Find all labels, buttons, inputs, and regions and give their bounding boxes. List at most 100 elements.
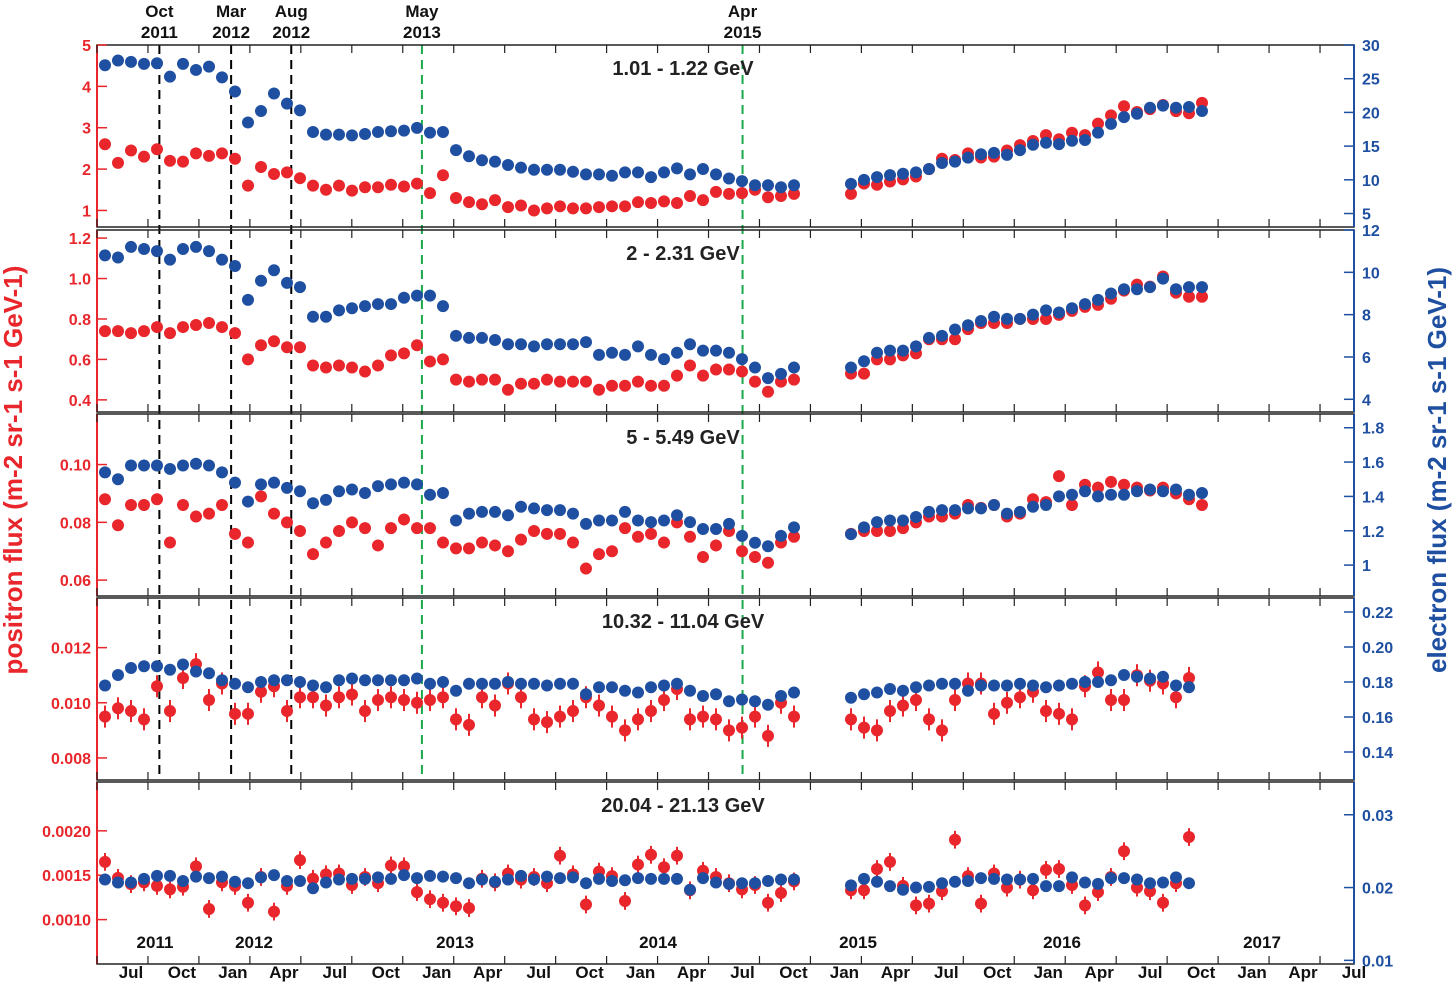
electron-point bbox=[1092, 293, 1104, 306]
electron-point bbox=[962, 875, 974, 888]
positron-point bbox=[632, 375, 644, 388]
positron-point bbox=[333, 525, 345, 537]
positron-point bbox=[554, 375, 566, 388]
positron-point bbox=[775, 189, 787, 202]
positron-point bbox=[762, 191, 774, 204]
positron-point bbox=[411, 522, 423, 535]
positron-point bbox=[632, 858, 644, 871]
electron-point bbox=[177, 243, 189, 256]
electron-point bbox=[736, 877, 748, 890]
electron-point bbox=[671, 509, 683, 522]
electron-point bbox=[619, 874, 631, 887]
electron-point bbox=[1014, 677, 1026, 690]
electron-point bbox=[671, 346, 683, 359]
right-tick-label: 12 bbox=[1362, 223, 1380, 240]
electron-point bbox=[528, 873, 540, 886]
left-tick-label: 3 bbox=[82, 121, 91, 138]
positron-point bbox=[697, 369, 709, 382]
positron-point bbox=[203, 902, 215, 915]
year-label: 2011 bbox=[137, 933, 174, 952]
electron-point bbox=[1157, 99, 1169, 112]
positron-point bbox=[216, 499, 228, 511]
positron-point bbox=[385, 178, 397, 191]
electron-point bbox=[398, 476, 410, 489]
event-label-year: 2013 bbox=[403, 23, 441, 42]
positron-point bbox=[1105, 109, 1117, 122]
electron-point bbox=[203, 667, 215, 680]
year-label: 2014 bbox=[639, 933, 677, 952]
electron-point bbox=[359, 674, 371, 687]
positron-point bbox=[632, 196, 644, 209]
electron-point bbox=[988, 872, 1000, 885]
electron-point bbox=[736, 353, 748, 366]
positron-point bbox=[372, 359, 384, 372]
electron-point bbox=[845, 177, 857, 190]
electron-point bbox=[164, 253, 176, 266]
electron-point bbox=[242, 116, 254, 129]
positron-point bbox=[1027, 884, 1039, 897]
positron-point bbox=[884, 705, 896, 718]
electron-point bbox=[281, 97, 293, 110]
panel-title: 5 - 5.49 GeV bbox=[626, 427, 740, 449]
electron-point bbox=[1014, 144, 1026, 157]
electron-point bbox=[450, 329, 462, 342]
electron-point bbox=[346, 129, 358, 142]
positron-point bbox=[476, 536, 488, 549]
electron-point bbox=[1118, 283, 1130, 296]
electron-point bbox=[567, 165, 579, 178]
positron-point bbox=[1118, 845, 1130, 858]
electron-point bbox=[125, 240, 137, 253]
electron-point bbox=[775, 367, 787, 380]
positron-point bbox=[437, 691, 449, 704]
left-tick-label: 0.8 bbox=[69, 312, 91, 329]
positron-point bbox=[710, 713, 722, 726]
electron-point bbox=[203, 60, 215, 73]
electron-point bbox=[398, 869, 410, 882]
electron-point bbox=[411, 672, 423, 685]
positron-point bbox=[1040, 312, 1052, 325]
electron-point bbox=[1027, 138, 1039, 151]
electron-point bbox=[962, 319, 974, 332]
positron-point bbox=[125, 144, 137, 157]
positron-point bbox=[697, 194, 709, 207]
x-tick-label: Jan bbox=[830, 963, 859, 982]
electron-point bbox=[936, 504, 948, 517]
electron-point bbox=[476, 505, 488, 518]
positron-point bbox=[580, 562, 592, 575]
positron-point bbox=[450, 542, 462, 555]
positron-point bbox=[216, 147, 228, 160]
positron-point bbox=[99, 493, 111, 506]
electron-point bbox=[1053, 306, 1065, 319]
event-label-month: Aug bbox=[275, 2, 308, 21]
positron-point bbox=[684, 359, 696, 372]
electron-point bbox=[1105, 488, 1117, 501]
electron-point bbox=[1027, 500, 1039, 513]
left-tick-label: 0.6 bbox=[69, 352, 91, 369]
positron-point bbox=[923, 897, 935, 910]
electron-point bbox=[884, 169, 896, 182]
electron-point bbox=[645, 681, 657, 694]
electron-point bbox=[710, 168, 722, 181]
positron-point bbox=[437, 536, 449, 549]
positron-point bbox=[424, 355, 436, 368]
electron-point bbox=[723, 346, 735, 359]
positron-point bbox=[203, 694, 215, 707]
positron-point bbox=[858, 721, 870, 734]
positron-point bbox=[975, 897, 987, 910]
electron-point bbox=[229, 875, 241, 888]
positron-point bbox=[463, 196, 475, 209]
electron-point bbox=[372, 298, 384, 311]
positron-point bbox=[606, 545, 618, 558]
electron-point bbox=[307, 497, 319, 510]
electron-point bbox=[897, 167, 909, 180]
electron-point bbox=[99, 249, 111, 262]
positron-point bbox=[762, 556, 774, 569]
electron-point bbox=[99, 59, 111, 72]
electron-point bbox=[697, 872, 709, 885]
electron-point bbox=[151, 245, 163, 258]
electron-point bbox=[463, 677, 475, 690]
positron-point bbox=[450, 373, 462, 386]
right-tick-label: 10 bbox=[1362, 265, 1380, 282]
electron-point bbox=[489, 505, 501, 518]
